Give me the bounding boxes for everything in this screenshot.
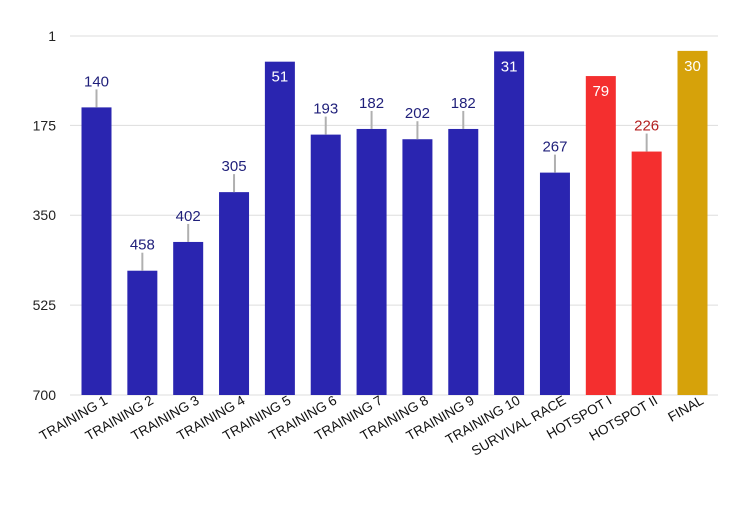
bar: [173, 241, 204, 395]
bar: [402, 139, 433, 395]
y-tick-label: 700: [33, 387, 57, 403]
bar: [356, 128, 387, 395]
data-label: 193: [313, 101, 338, 118]
x-tick-label: FINAL: [665, 392, 706, 424]
bar: [264, 61, 295, 396]
bar: [539, 172, 570, 395]
data-label: 202: [405, 105, 430, 122]
y-tick-label: 1: [48, 28, 56, 44]
data-labels: 140 458 402 305 51 193 182 202 182 31 267 79 226 30: [84, 58, 701, 254]
data-label: 79: [592, 83, 609, 100]
bar: [677, 50, 708, 395]
bar: [585, 76, 616, 395]
data-label: 140: [84, 73, 109, 90]
data-label: 458: [130, 237, 155, 254]
data-label: 30: [684, 58, 701, 75]
bar: [310, 134, 341, 395]
y-axis-ticks: 1 175 350 525 700: [33, 28, 57, 403]
data-label: 226: [634, 118, 659, 135]
data-label: 267: [542, 139, 567, 156]
label-leaders: [95, 89, 648, 271]
bars: [81, 50, 708, 396]
bar: [631, 151, 662, 395]
gridlines: [70, 35, 718, 396]
data-label: 402: [176, 208, 201, 225]
data-label: 182: [359, 95, 384, 112]
data-label: 182: [451, 95, 476, 112]
y-tick-label: 350: [33, 207, 57, 223]
bar: [81, 107, 112, 395]
bar: [127, 270, 158, 395]
data-label: 51: [272, 69, 289, 86]
y-tick-label: 175: [33, 117, 57, 133]
bar: [494, 51, 525, 396]
bar: [448, 128, 479, 395]
bar: [219, 192, 250, 395]
data-label: 305: [222, 158, 247, 175]
y-tick-label: 525: [33, 297, 57, 313]
data-label: 31: [501, 58, 518, 75]
